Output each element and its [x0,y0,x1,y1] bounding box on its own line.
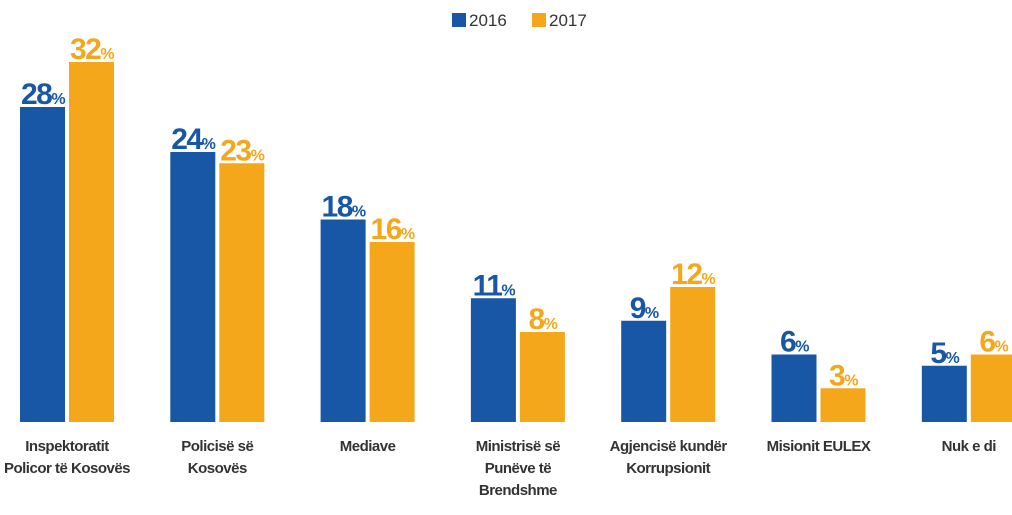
legend-label: 2016 [469,11,507,30]
data-label: 24% [171,123,215,156]
x-tick-label: Policisë së Kosovës [181,438,254,477]
data-label: 12% [671,258,715,291]
bar [670,287,716,422]
bar [170,152,216,422]
data-label: 9% [630,292,659,325]
legend-label: 2017 [549,11,587,30]
x-tick-label: Inspektoratit Policor të Kosovës [3,438,131,477]
x-tick-label: Agjencisë kundër Korrupsionit [609,438,728,477]
x-tick-label: Nuk e di [941,438,997,455]
data-label: 28% [21,78,65,111]
bar [369,242,415,422]
bar [519,332,565,422]
data-label: 32% [70,33,114,66]
bar [20,107,65,422]
bar [820,388,866,422]
data-label: 23% [220,134,264,167]
legend-swatch [452,13,466,27]
data-label: 6% [979,326,1008,359]
bar [320,219,366,422]
bar [69,62,114,422]
bar [970,354,1012,422]
data-label: 3% [829,359,858,392]
legend-swatch [532,13,546,27]
bar [771,354,817,422]
data-label: 18% [322,191,366,224]
data-label: 16% [371,213,415,246]
bar [219,163,265,422]
x-tick-label: Misionit EULEX [766,438,871,455]
x-tick-label: Ministrisë së Punëve të Brendshme [475,438,561,499]
bar [621,320,667,422]
data-label: 5% [930,337,959,370]
bar [470,298,516,422]
data-label: 11% [473,269,516,302]
data-label: 8% [528,303,557,336]
bar [921,365,967,422]
x-tick-label: Mediave [339,438,396,455]
data-label: 6% [780,326,809,359]
